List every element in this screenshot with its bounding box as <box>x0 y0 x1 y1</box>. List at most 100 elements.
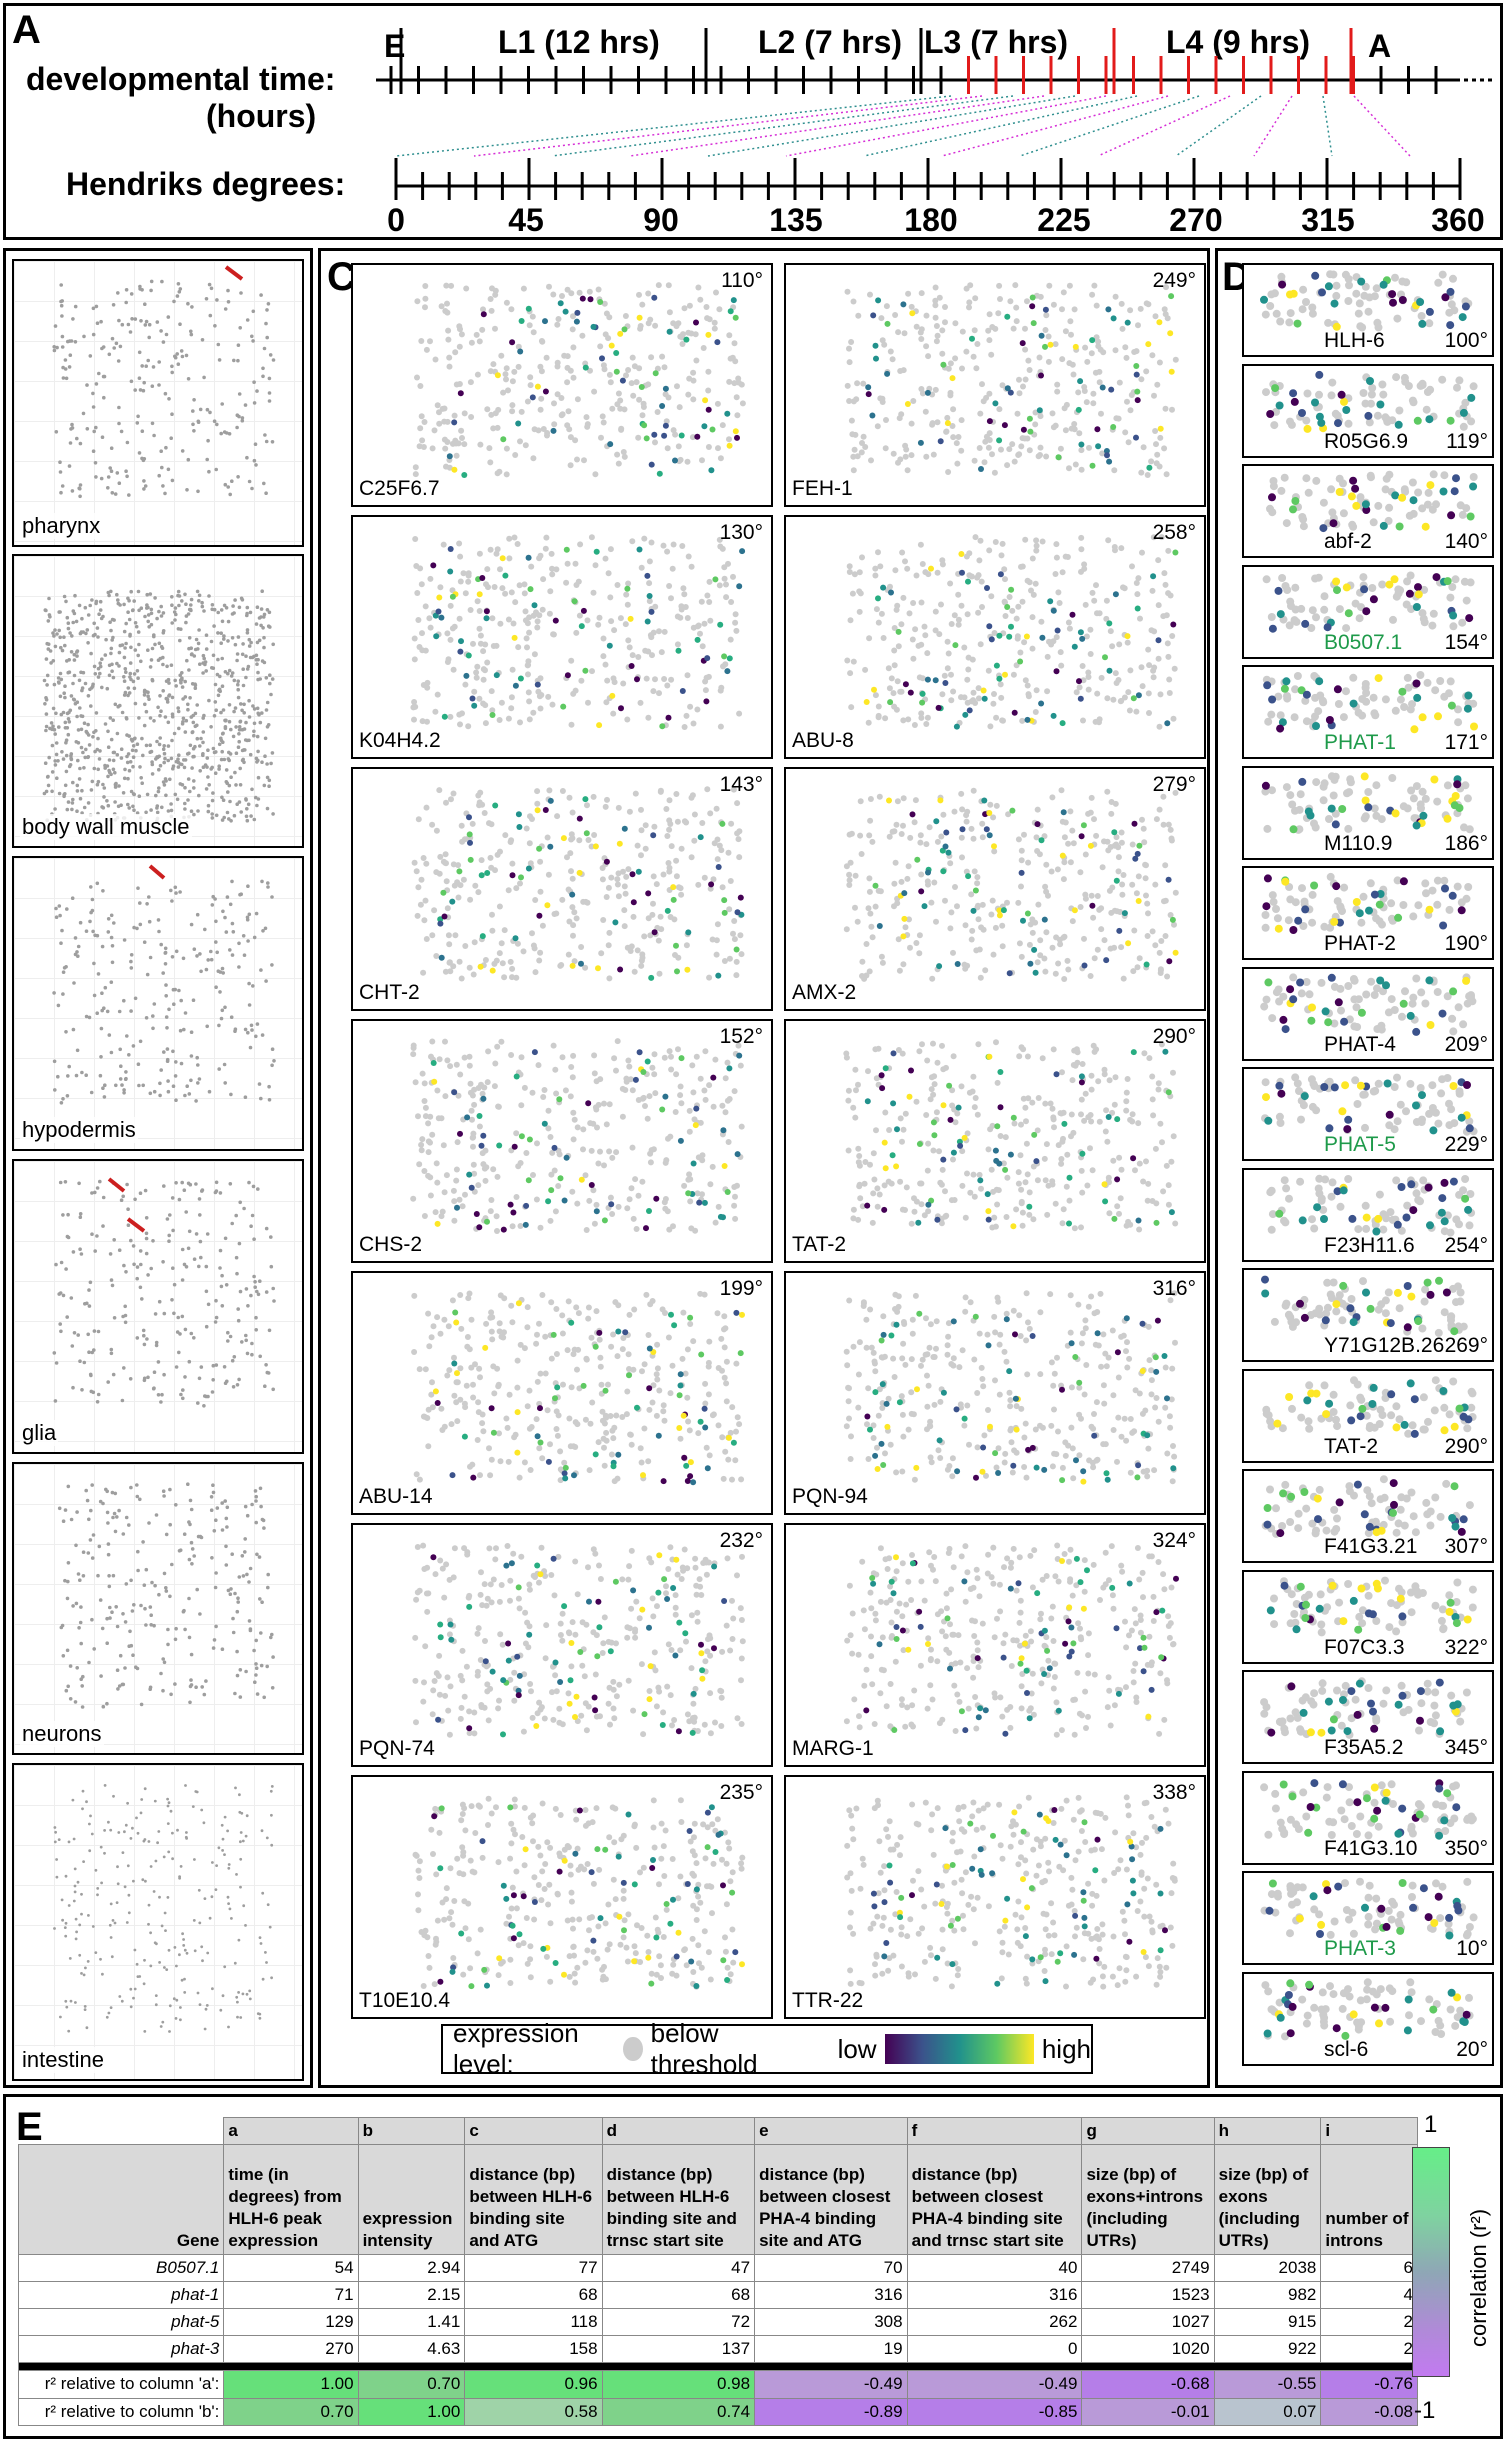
cell-dot <box>144 1567 149 1572</box>
cell-dot <box>664 682 671 689</box>
cell-dot <box>476 799 483 806</box>
cell-dot <box>700 345 707 351</box>
cell-dot <box>247 479 252 484</box>
cell-dot <box>420 969 427 976</box>
cell-dot <box>103 1083 107 1087</box>
cell-dot <box>606 1148 613 1155</box>
cell-dot <box>559 1054 566 1061</box>
cell-dot <box>236 679 240 683</box>
cell-dot <box>668 676 675 683</box>
cell-dot <box>161 1260 165 1264</box>
cell-dot <box>260 1033 265 1037</box>
cell-dot <box>625 1057 632 1064</box>
cell-dot <box>174 1181 178 1185</box>
cell-dot <box>214 1363 219 1367</box>
cell-dot <box>236 682 240 687</box>
cell-dot <box>1016 376 1022 383</box>
cell-dot <box>213 700 218 704</box>
cell-dot <box>1096 610 1103 617</box>
cell-dot <box>183 1991 187 1994</box>
cell-dot <box>579 332 586 339</box>
cell-dot <box>520 285 527 292</box>
cell-dot <box>187 1359 192 1364</box>
expressing-cell-dot <box>962 711 969 718</box>
cell-dot <box>157 786 161 790</box>
cell-dot <box>573 629 580 636</box>
expressing-cell-dot <box>1106 667 1113 674</box>
expressing-cell-dot <box>869 412 876 419</box>
cell-dot <box>57 1292 61 1296</box>
cell-dot <box>219 2008 223 2012</box>
cell-dot <box>1112 347 1119 354</box>
cell-dot <box>1079 663 1086 669</box>
cell-dot <box>194 1790 198 1793</box>
cell-dot <box>997 296 1003 302</box>
expressing-cell-dot <box>500 1226 507 1233</box>
cell-dot <box>170 712 175 716</box>
cell-dot <box>236 358 240 363</box>
cell-dot <box>154 1340 159 1345</box>
cell-dot <box>496 903 503 910</box>
cell-dot <box>164 1015 169 1019</box>
expressing-cell-dot <box>1172 949 1179 956</box>
expressing-cell-dot <box>1143 961 1150 968</box>
cell-dot <box>128 671 133 676</box>
cell-dot <box>106 774 110 779</box>
cell-dot <box>95 881 100 886</box>
cell-dot <box>139 1811 143 1815</box>
cell-dot <box>450 790 457 797</box>
cell-dot <box>47 596 51 601</box>
cell-dot <box>186 798 190 802</box>
cell-dot <box>425 1149 432 1156</box>
cell-dot <box>1059 306 1065 313</box>
cell-dot <box>67 365 72 369</box>
cell-dot <box>489 927 496 934</box>
expressing-cell-dot <box>677 1137 684 1144</box>
cell-dot <box>159 614 164 618</box>
cell-dot <box>883 303 890 310</box>
cell-dot <box>958 694 964 701</box>
cell-dot <box>271 1387 276 1392</box>
gene-umap-card: ABU-8 258° <box>784 515 1206 759</box>
cell-dot <box>101 1972 104 1976</box>
cell-dot <box>66 1212 70 1217</box>
cell-dot <box>887 583 893 590</box>
cell-dot <box>989 897 996 904</box>
cell-dot <box>97 371 101 376</box>
expressing-cell-dot <box>937 438 944 445</box>
cell-dot <box>244 814 249 819</box>
cell-dot <box>657 913 664 920</box>
expressing-cell-dot <box>518 318 525 324</box>
cell-dot <box>111 1919 115 1922</box>
cell-dot <box>551 400 557 407</box>
cell-dot <box>1018 953 1025 960</box>
cell-dot <box>714 400 721 407</box>
cell-dot <box>262 346 267 351</box>
cell-dot <box>221 1849 225 1852</box>
expressing-cell-dot <box>1131 820 1138 827</box>
cell-dot <box>197 1888 201 1892</box>
cell-dot <box>665 282 672 289</box>
cell-dot <box>576 289 583 296</box>
expressing-cell-dot <box>1023 633 1030 640</box>
cell-dot <box>947 580 954 587</box>
cell-dot <box>129 1238 133 1243</box>
cell-dot <box>213 771 218 775</box>
cell-dot <box>268 681 272 686</box>
cell-dot <box>735 375 742 382</box>
cell-dot <box>1090 914 1097 921</box>
expressing-cell-dot <box>466 814 472 821</box>
cell-dot <box>222 815 226 820</box>
cell-dot <box>191 422 195 427</box>
cell-dot <box>1138 664 1145 671</box>
cell-dot <box>110 1283 115 1288</box>
cell-dot <box>480 700 487 707</box>
cell-dot <box>943 428 950 435</box>
expressing-cell-dot <box>1134 605 1141 612</box>
cell-dot <box>204 297 209 301</box>
cell-dot <box>117 784 121 788</box>
expressing-cell-dot <box>1004 385 1011 392</box>
gene-degree: 152° <box>719 1025 763 1048</box>
expressing-cell-dot <box>726 442 733 449</box>
cell-dot <box>135 421 140 425</box>
